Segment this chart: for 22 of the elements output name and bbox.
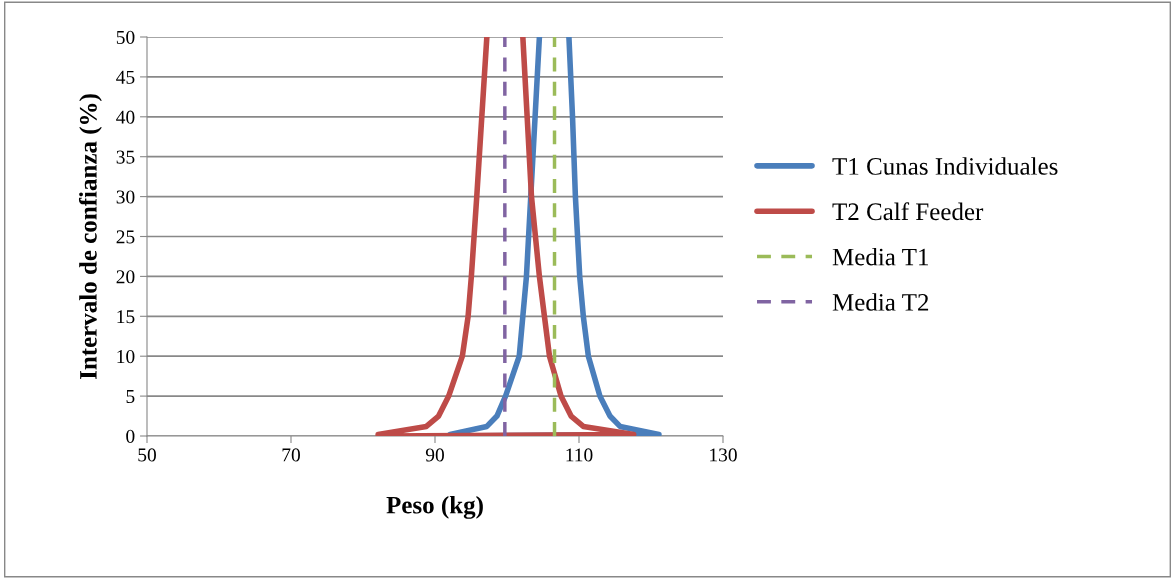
y-tick-label: 25 (116, 230, 135, 244)
y-tick-label: 30 (116, 190, 135, 204)
x-tick-label: 110 (566, 448, 593, 462)
y-tick-label: 10 (117, 350, 135, 364)
x-axis-title: Peso (kg) (386, 495, 483, 519)
y-tick-label: 45 (116, 70, 135, 84)
legend-label: Media T2 (832, 293, 929, 311)
legend-label: T2 Calf Feeder (832, 202, 984, 221)
legend-label: T1 Cunas Individuales (832, 157, 1058, 175)
x-tick-label: 70 (282, 448, 300, 462)
y-axis-title: Intervalo de confianza (%) (78, 94, 102, 380)
y-tick-label: 50 (116, 30, 135, 44)
x-tick-label: 130 (710, 448, 737, 462)
y-tick-label: 15 (117, 310, 135, 324)
y-tick-label: 0 (126, 429, 135, 443)
y-tick-label: 5 (126, 390, 135, 404)
y-tick-label: 20 (116, 270, 135, 284)
y-tick-label: 35 (116, 150, 135, 164)
x-tick-label: 90 (425, 448, 444, 462)
y-tick-label: 40 (116, 110, 135, 124)
x-tick-label: 50 (138, 448, 156, 462)
legend-label: Media T1 (832, 247, 928, 266)
